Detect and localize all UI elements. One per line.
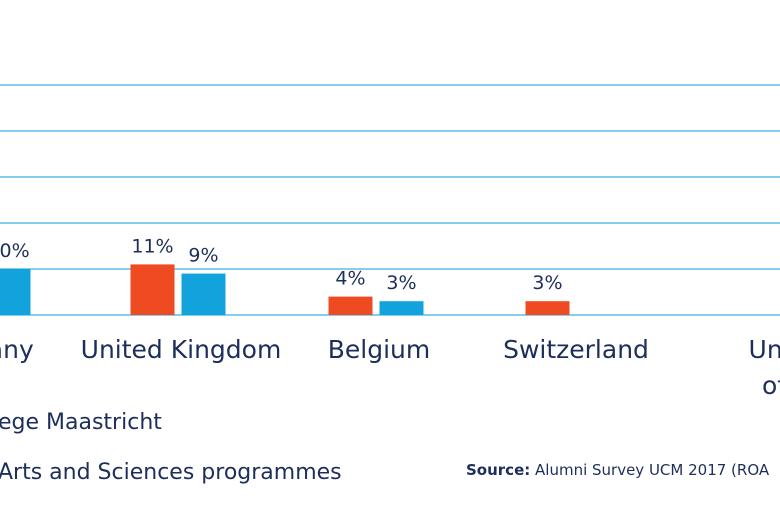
bar	[328, 296, 373, 315]
bar	[181, 273, 226, 315]
data-label: 4%	[335, 268, 365, 290]
category-label: Belgium	[328, 335, 431, 364]
category-label: United Kingdom	[81, 335, 282, 364]
bar	[379, 301, 424, 315]
data-label: 10%	[0, 240, 30, 262]
data-label: 3%	[386, 272, 416, 294]
legend-item-las: Arts and Sciences programmes	[0, 460, 342, 485]
bar	[130, 264, 175, 315]
source-text: Alumni Survey UCM 2017 (ROA	[530, 461, 770, 479]
source-note: Source: Alumni Survey UCM 2017 (ROA	[466, 461, 769, 479]
data-label: 3%	[532, 272, 562, 294]
category-label: of	[762, 371, 780, 400]
source-label: Source:	[466, 461, 531, 479]
bar	[0, 269, 31, 315]
category-label: ermany	[0, 335, 34, 364]
data-label: 9%	[188, 245, 218, 267]
legend-item-ucm: ege Maastricht	[0, 410, 162, 435]
bar	[525, 301, 570, 315]
category-label: Unit	[749, 335, 780, 364]
data-label: 11%	[131, 235, 173, 257]
category-label: Switzerland	[503, 335, 649, 364]
